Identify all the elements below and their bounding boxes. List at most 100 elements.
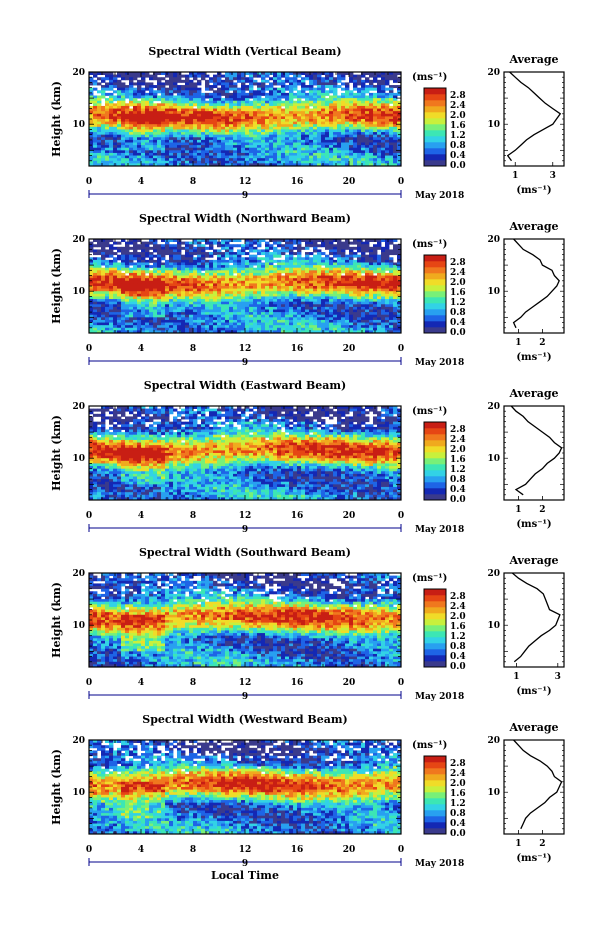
heatmap-cell (301, 265, 306, 269)
heatmap-cell (333, 246, 338, 250)
heatmap-cell (93, 116, 98, 120)
heatmap-cell (329, 278, 334, 282)
heatmap-cell (265, 119, 270, 123)
heatmap-cell (265, 293, 270, 297)
heatmap-cell (321, 306, 326, 310)
heatmap-cell (389, 257, 394, 261)
heatmap-cell (197, 304, 202, 308)
heatmap-cell (125, 119, 130, 123)
heatmap-cell (369, 147, 374, 151)
heatmap-cell (97, 116, 102, 120)
heatmap-cell (341, 283, 346, 287)
heatmap-cell (205, 312, 210, 316)
heatmap-cell (385, 100, 390, 104)
heatmap-cell (273, 121, 278, 125)
heatmap-cell (205, 85, 210, 89)
heatmap-cell (233, 119, 238, 123)
heatmap-cell (377, 87, 382, 91)
heatmap-cell (345, 309, 350, 313)
heatmap-cell (221, 280, 226, 284)
heatmap-cell (297, 139, 302, 143)
heatmap-cell (285, 142, 290, 146)
heatmap-cell (117, 74, 122, 78)
heatmap-cell (357, 286, 362, 290)
heatmap-cell (357, 137, 362, 141)
heatmap-cell (337, 74, 342, 78)
heatmap-cell (345, 312, 350, 316)
heatmap-cell (297, 108, 302, 112)
heatmap-cell (221, 265, 226, 269)
heatmap-cell (165, 272, 170, 276)
heatmap-cell (181, 79, 186, 83)
heatmap-cell (249, 142, 254, 146)
heatmap-cell (225, 286, 230, 290)
heatmap-cell (381, 262, 386, 266)
heatmap-cell (169, 116, 174, 120)
heatmap-cell (353, 137, 358, 141)
heatmap-cell (89, 100, 94, 104)
heatmap-cell (249, 249, 254, 253)
heatmap-cell (273, 119, 278, 123)
heatmap-cell (181, 116, 186, 120)
heatmap-cell (397, 291, 401, 295)
heatmap-cell (373, 152, 378, 156)
heatmap-cell (365, 270, 370, 274)
heatmap-cell (285, 145, 290, 149)
heatmap-cell (129, 98, 134, 102)
heatmap-cell (393, 286, 398, 290)
heatmap-cell (249, 85, 254, 89)
heatmap-cell (137, 288, 142, 292)
heatmap-cell (161, 252, 166, 256)
heatmap-cell (225, 132, 230, 136)
heatmap-cell (341, 92, 346, 96)
heatmap-cell (317, 145, 322, 149)
heatmap-cell (181, 270, 186, 274)
heatmap-cell (121, 95, 126, 99)
heatmap-cell (101, 272, 106, 276)
heatmap-cell (349, 74, 354, 78)
heatmap-cell (253, 111, 258, 115)
heatmap-cell (369, 87, 374, 91)
heatmap-cell (269, 314, 274, 318)
heatmap-cell (201, 124, 206, 128)
heatmap-cell (145, 262, 150, 266)
heatmap-cell (225, 244, 230, 248)
heatmap-cell (109, 111, 114, 115)
heatmap-cell (173, 278, 178, 282)
heatmap-cell (249, 163, 254, 166)
heatmap-cell (293, 160, 298, 164)
heatmap-cell (113, 132, 118, 136)
heatmap-cell (181, 100, 186, 104)
heatmap-cell (277, 95, 282, 99)
heatmap-cell (125, 286, 130, 290)
heatmap-cell (377, 158, 382, 162)
heatmap-cell (181, 296, 186, 300)
heatmap-cell (185, 288, 190, 292)
heatmap-cell (229, 134, 234, 138)
heatmap-cell (93, 296, 98, 300)
heatmap-cell (353, 262, 358, 266)
heatmap-cell (125, 152, 130, 156)
heatmap-cell (209, 142, 214, 146)
heatmap-cell (101, 286, 106, 290)
heatmap-cell (333, 299, 338, 303)
heatmap-cell (257, 87, 262, 91)
heatmap-cell (313, 116, 318, 120)
heatmap-cell (321, 150, 326, 154)
heatmap-cell (397, 304, 401, 308)
heatmap-cell (305, 121, 310, 125)
heatmap-cell (173, 137, 178, 141)
heatmap-cell (225, 291, 230, 295)
heatmap-cell (173, 254, 178, 258)
heatmap-cell (89, 98, 94, 102)
heatmap-cell (109, 301, 114, 305)
heatmap-cell (97, 241, 102, 245)
heatmap-cell (353, 265, 358, 269)
heatmap-cell (357, 265, 362, 269)
heatmap-cell (289, 312, 294, 316)
heatmap-cell (285, 293, 290, 297)
heatmap-cell (349, 116, 354, 120)
heatmap-cell (129, 246, 134, 250)
heatmap-cell (289, 113, 294, 117)
heatmap-cell (249, 254, 254, 258)
